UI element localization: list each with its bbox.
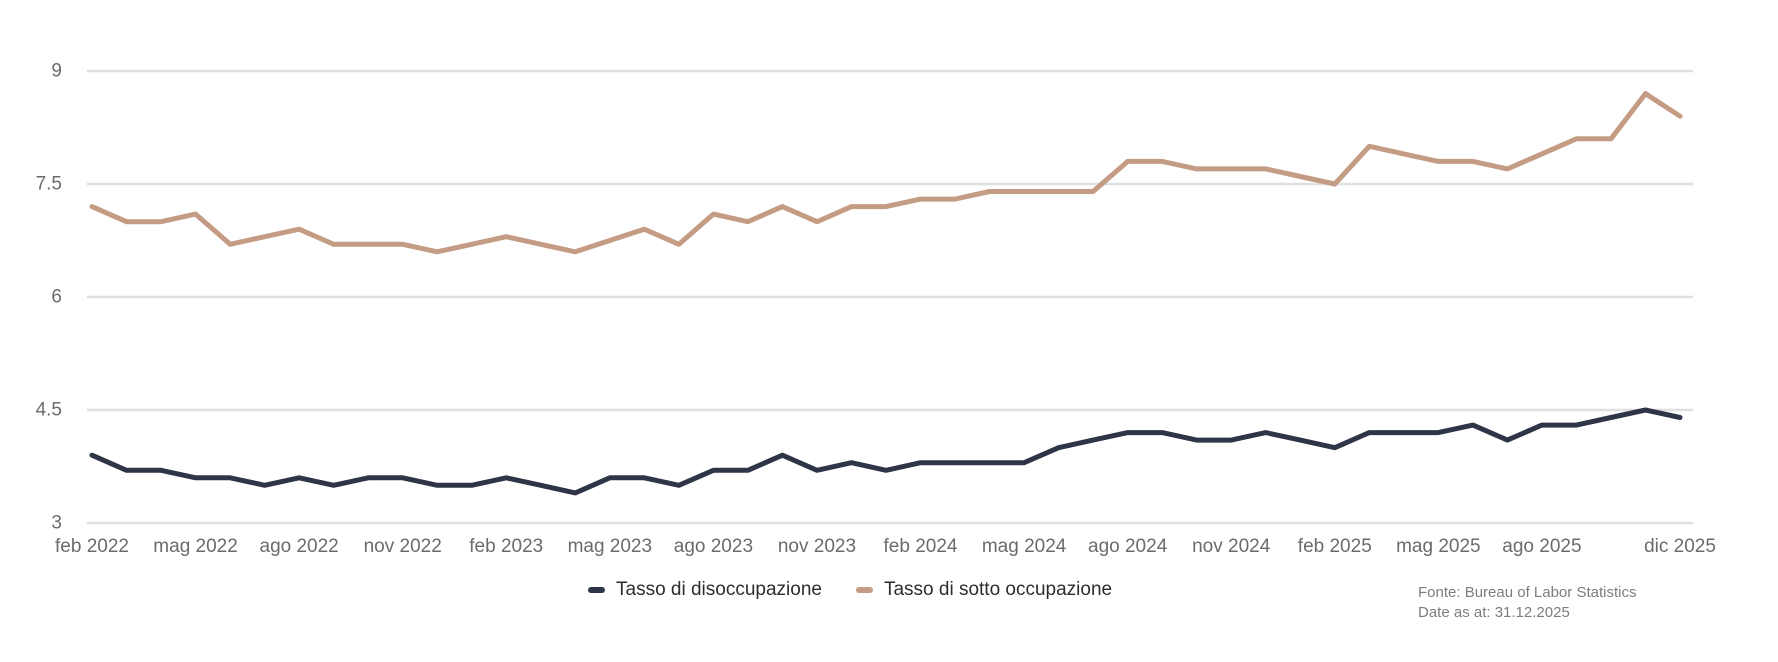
series-line-sotto-occupazione: [89, 91, 1683, 255]
date-as-at-line: Date as at: 31.12.2025: [1418, 604, 1570, 621]
legend-item-sotto-occupazione: Tasso di sotto occupazione: [855, 579, 1113, 601]
y-axis-tick-label: 4.5: [36, 400, 62, 421]
source-note: Fonte: Bureau of Labor Statistics Date a…: [1418, 583, 1636, 623]
x-axis-tick-label: mag 2025: [1396, 536, 1481, 557]
y-axis-tick-label: 9: [51, 61, 62, 82]
legend-swatch-sotto-occupazione: [855, 587, 873, 593]
y-axis-tick-label: 7.5: [36, 174, 62, 195]
x-axis-tick-label: ago 2025: [1502, 536, 1581, 557]
x-axis-tick-label: feb 2022: [55, 536, 129, 557]
chart-legend: Tasso di disoccupazione Tasso di sotto o…: [588, 577, 1112, 603]
x-axis-tick-label: dic 2025: [1644, 536, 1716, 557]
x-axis-tick-label: mag 2022: [153, 536, 238, 557]
x-axis-tick-label: ago 2024: [1088, 536, 1168, 557]
legend-swatch-disoccupazione: [588, 587, 605, 593]
x-axis-tick-label: nov 2022: [364, 536, 442, 557]
y-axis-tick-label: 3: [51, 513, 62, 534]
x-axis-tick-label: mag 2024: [982, 536, 1067, 557]
series-line-disoccupazione: [89, 407, 1683, 496]
x-axis-tick-label: feb 2024: [884, 536, 958, 557]
legend-label-sotto-occupazione: Tasso di sotto occupazione: [883, 579, 1113, 600]
x-axis-tick-label: mag 2023: [568, 536, 653, 557]
x-axis-tick-label: feb 2025: [1298, 536, 1372, 557]
legend-label-disoccupazione: Tasso di disoccupazione: [616, 579, 822, 600]
x-axis-tick-label: ago 2022: [260, 536, 339, 557]
y-axis-tick-label: 6: [51, 287, 62, 308]
x-axis-tick-label: nov 2023: [778, 536, 856, 557]
legend-item-disoccupazione: Tasso di disoccupazione: [588, 579, 822, 601]
x-axis-tick-label: feb 2023: [469, 536, 543, 557]
source-line: Fonte: Bureau of Labor Statistics: [1418, 584, 1637, 601]
x-axis-tick-label: nov 2024: [1192, 536, 1271, 557]
x-axis-tick-label: ago 2023: [674, 536, 753, 557]
